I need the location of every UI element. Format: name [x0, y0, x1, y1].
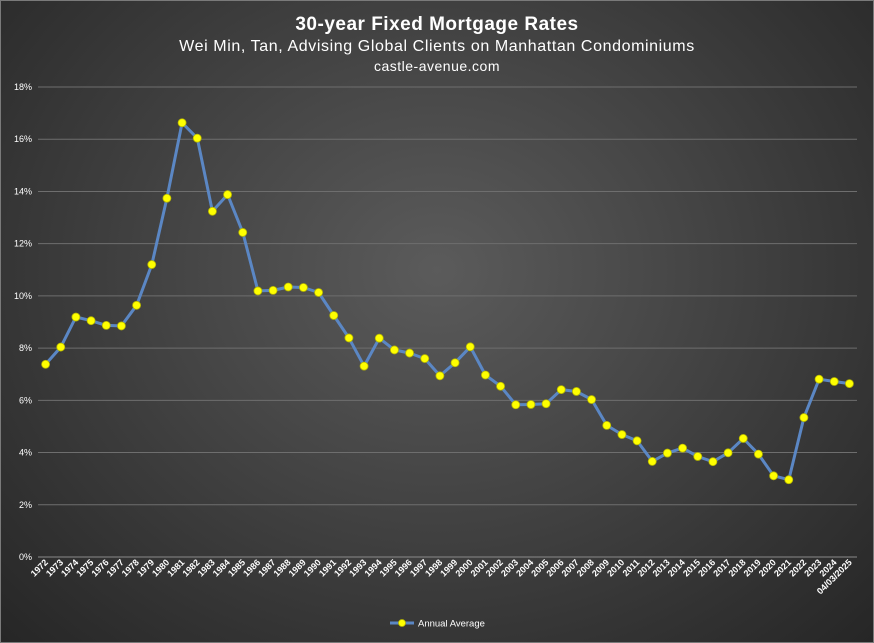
data-point — [754, 449, 763, 459]
data-point — [374, 333, 384, 343]
y-tick-label: 4% — [19, 448, 32, 458]
chart-title: 30-year Fixed Mortgage Rates — [295, 14, 579, 35]
legend-marker — [398, 619, 406, 627]
data-point — [177, 118, 187, 128]
data-point — [117, 321, 126, 331]
data-point — [723, 448, 733, 458]
y-tick-label: 8% — [19, 343, 32, 353]
gridlines — [38, 86, 857, 558]
data-point — [71, 312, 81, 322]
y-tick-label: 12% — [14, 239, 32, 249]
data-point — [435, 371, 445, 381]
y-tick-label: 0% — [19, 552, 32, 562]
data-point — [769, 471, 778, 481]
data-point — [647, 457, 657, 466]
data-point — [314, 288, 323, 297]
data-point — [496, 381, 505, 391]
data-point — [253, 286, 263, 296]
data-point — [465, 342, 475, 352]
data-point — [344, 333, 354, 343]
chart-subtitle: Wei Min, Tan, Advising Global Clients on… — [179, 38, 695, 55]
y-tick-label: 6% — [19, 395, 32, 405]
series-annual-average — [41, 118, 854, 485]
y-tick-label: 14% — [14, 186, 32, 196]
data-point — [784, 475, 794, 485]
data-point — [208, 206, 217, 216]
data-point — [572, 387, 581, 396]
y-tick-label: 18% — [14, 82, 32, 92]
data-point — [192, 133, 202, 143]
data-point — [481, 370, 490, 380]
y-axis-ticks: 0% 2% 4% 6% 8% 10% 12% 14% 16% 18% — [14, 82, 32, 562]
data-point — [41, 359, 50, 369]
data-point — [829, 377, 839, 386]
data-point — [147, 260, 157, 269]
data-point — [238, 228, 248, 237]
x-axis-ticks: 1972197319741975197619771978197919801981… — [29, 557, 854, 596]
y-tick-label: 2% — [19, 500, 32, 510]
data-point — [587, 395, 596, 404]
data-point — [602, 420, 612, 430]
data-point — [556, 385, 566, 395]
data-point — [162, 193, 172, 203]
legend: Annual Average — [390, 619, 485, 630]
data-point — [359, 361, 369, 371]
series-line — [44, 121, 851, 482]
data-point — [390, 345, 399, 355]
data-point — [450, 358, 460, 368]
y-tick-label: 16% — [14, 134, 32, 144]
data-point — [678, 443, 687, 453]
data-point — [708, 457, 718, 467]
data-point — [223, 190, 232, 199]
data-point — [56, 342, 66, 352]
data-point — [132, 300, 141, 310]
data-point — [329, 311, 339, 320]
data-point — [420, 354, 430, 363]
data-point — [268, 286, 278, 295]
data-point — [693, 452, 703, 461]
data-point — [101, 320, 111, 330]
data-point — [663, 448, 672, 458]
data-point — [283, 282, 293, 292]
y-tick-label: 10% — [14, 291, 32, 301]
data-point — [814, 374, 824, 384]
data-point — [541, 399, 551, 409]
data-point — [405, 348, 414, 358]
data-point — [799, 413, 809, 422]
data-point — [845, 379, 854, 389]
data-point — [632, 436, 642, 446]
data-point — [738, 434, 748, 443]
data-point — [86, 316, 96, 326]
legend-label: Annual Average — [418, 619, 485, 630]
data-point — [511, 400, 521, 410]
data-point — [526, 400, 536, 409]
data-point — [617, 430, 627, 439]
chart-source: castle-avenue.com — [373, 58, 500, 74]
data-point — [299, 283, 308, 292]
